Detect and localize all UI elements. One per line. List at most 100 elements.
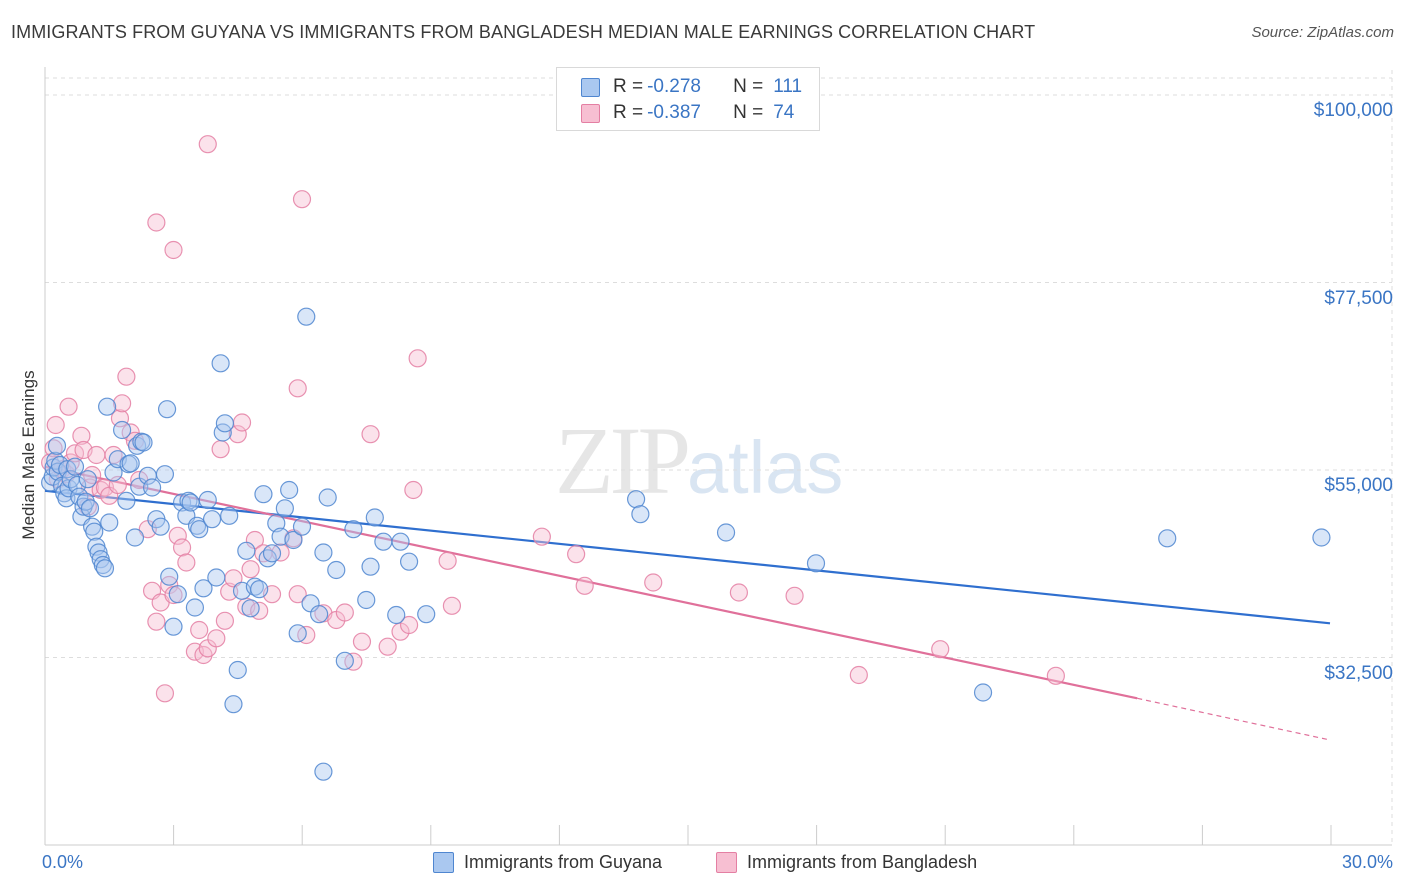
point-bangladesh <box>1046 666 1065 685</box>
point-guyana <box>631 505 650 524</box>
watermark: ZIPatlas <box>555 405 843 516</box>
n-value: 111 <box>773 76 803 97</box>
point-guyana <box>224 695 243 714</box>
legend-label: Immigrants from Bangladesh <box>747 852 978 872</box>
point-guyana <box>112 420 132 440</box>
point-bangladesh <box>729 583 749 602</box>
point-bangladesh <box>72 426 91 445</box>
axis-layer <box>44 67 1392 846</box>
bangladesh-swatch <box>581 103 600 123</box>
point-guyana <box>284 530 303 550</box>
point-bangladesh <box>575 576 594 595</box>
point-guyana <box>344 520 363 539</box>
point-guyana <box>220 506 239 525</box>
stats-row-guyana: R = -0.278 N = 111 <box>581 75 802 99</box>
watermark-zip: ZIP <box>555 407 691 514</box>
grid-layer <box>45 70 1393 845</box>
y-tick-label: $100,000 <box>1313 100 1393 121</box>
point-guyana <box>365 508 384 527</box>
point-guyana <box>85 522 104 541</box>
point-bangladesh <box>361 425 380 444</box>
point-bangladesh <box>241 560 260 579</box>
point-guyana <box>194 579 213 598</box>
point-bangladesh <box>117 367 136 386</box>
point-bangladesh <box>849 665 868 685</box>
point-guyana <box>142 478 162 497</box>
trendline-bangladesh <box>44 465 1138 700</box>
point-bangladesh <box>110 409 130 428</box>
point-guyana <box>361 557 380 576</box>
r-label: R = <box>613 102 644 123</box>
point-guyana <box>98 397 117 416</box>
n-value: 74 <box>773 102 795 123</box>
point-guyana <box>100 513 119 532</box>
point-guyana <box>47 436 67 455</box>
point-bangladesh <box>164 240 183 260</box>
point-guyana <box>121 454 140 473</box>
point-bangladesh <box>190 620 209 640</box>
r-value: -0.278 <box>647 76 701 97</box>
point-bangladesh <box>155 684 175 703</box>
point-bangladesh <box>147 213 166 232</box>
point-guyana <box>215 414 234 433</box>
point-guyana <box>207 568 226 587</box>
point-guyana <box>417 605 436 624</box>
y-tick-label: $77,500 <box>1324 287 1393 309</box>
point-guyana <box>357 590 376 610</box>
point-bangladesh <box>215 611 234 630</box>
point-guyana <box>297 307 316 326</box>
point-guyana <box>202 510 222 529</box>
point-bangladesh <box>408 349 427 368</box>
point-guyana <box>181 493 200 512</box>
stats-row-bangladesh: R = -0.387 N = 74 <box>581 101 794 125</box>
point-guyana <box>280 480 299 500</box>
r-label: R = <box>613 76 644 97</box>
point-guyana <box>399 552 419 571</box>
point-bangladesh <box>177 553 196 572</box>
x-tick-label-min: 0.0% <box>42 852 84 872</box>
point-bangladesh <box>404 480 423 500</box>
point-guyana <box>185 598 205 617</box>
legend-swatch-guyana <box>433 852 454 873</box>
point-bangladesh <box>352 632 372 651</box>
points-layer <box>41 135 1331 781</box>
point-bangladesh <box>211 440 230 459</box>
point-bangladesh <box>931 640 950 659</box>
point-guyana <box>391 532 410 551</box>
point-guyana <box>164 617 183 636</box>
point-guyana <box>374 532 393 551</box>
point-bangladesh <box>232 413 252 432</box>
point-guyana <box>190 520 209 539</box>
point-guyana <box>187 516 207 535</box>
point-guyana <box>806 554 826 573</box>
stats-legend-box: R = -0.278 N = 111 R = -0.387 N = 74 <box>556 67 820 131</box>
y-tick-label: $32,500 <box>1324 662 1393 684</box>
point-bangladesh <box>378 637 397 656</box>
point-guyana <box>310 605 329 624</box>
point-bangladesh <box>46 415 65 435</box>
point-bangladesh <box>399 615 419 635</box>
y-tick-label: $55,000 <box>1324 475 1393 496</box>
legend-item-guyana[interactable]: Immigrants from Guyana <box>433 852 662 873</box>
point-guyana <box>254 485 273 504</box>
point-bangladesh <box>442 596 462 615</box>
point-guyana <box>314 543 333 562</box>
point-guyana <box>157 400 177 419</box>
point-guyana <box>250 580 269 599</box>
point-guyana <box>211 354 230 373</box>
point-guyana <box>626 490 646 509</box>
guyana-swatch <box>581 77 600 97</box>
point-guyana <box>93 555 112 575</box>
point-bangladesh <box>207 629 226 648</box>
point-bangladesh <box>288 379 307 398</box>
trendline-bangladesh-extension <box>1137 697 1331 741</box>
point-guyana <box>151 517 170 536</box>
point-guyana <box>292 517 312 536</box>
point-guyana <box>228 660 247 680</box>
point-guyana <box>134 433 153 452</box>
point-bangladesh <box>228 425 247 444</box>
legend-item-bangladesh[interactable]: Immigrants from Bangladesh <box>716 852 977 873</box>
point-guyana <box>288 624 307 643</box>
point-bangladesh <box>87 445 106 465</box>
